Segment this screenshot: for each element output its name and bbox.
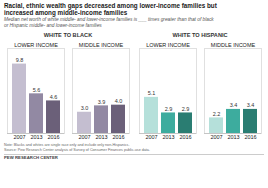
svg-text:LOWER INCOME: LOWER INCOME <box>14 42 58 48</box>
svg-text:2016: 2016 <box>47 134 59 140</box>
svg-text:2013: 2013 <box>162 134 174 140</box>
svg-text:3.9: 3.9 <box>98 99 106 105</box>
svg-text:2.9: 2.9 <box>165 106 173 112</box>
html-text:Note: Blacks and whites are si: Note: Blacks and whites are single race … <box>4 143 150 152</box>
svg-text:3.4: 3.4 <box>247 103 255 109</box>
svg-text:2016: 2016 <box>244 134 256 140</box>
svg-text:3.4: 3.4 <box>230 103 238 109</box>
html-text:WHITE TO HISPANIC: WHITE TO HISPANIC <box>172 31 228 38</box>
svg-text:9.8: 9.8 <box>16 57 24 63</box>
svg-text:2007: 2007 <box>78 134 90 140</box>
svg-text:5.1: 5.1 <box>148 90 156 96</box>
svg-text:2007: 2007 <box>210 134 222 140</box>
svg-text:4.0: 4.0 <box>115 98 123 104</box>
svg-text:2007: 2007 <box>13 134 25 140</box>
svg-text:MIDDLE INCOME: MIDDLE INCOME <box>79 42 124 48</box>
svg-text:2013: 2013 <box>30 134 42 140</box>
html-text:Racial, ethnic wealth gaps dec: Racial, ethnic wealth gaps decreased amo… <box>4 2 217 17</box>
svg-text:MIDDLE INCOME: MIDDLE INCOME <box>211 42 256 48</box>
svg-text:LOWER INCOME: LOWER INCOME <box>146 42 190 48</box>
svg-text:5.6: 5.6 <box>33 87 41 93</box>
svg-text:2013: 2013 <box>95 134 107 140</box>
svg-text:2.9: 2.9 <box>182 106 190 112</box>
svg-text:2013: 2013 <box>227 134 239 140</box>
svg-text:2007: 2007 <box>145 134 157 140</box>
svg-text:2016: 2016 <box>179 134 191 140</box>
svg-text:2.2: 2.2 <box>213 111 221 117</box>
svg-text:3.0: 3.0 <box>81 105 89 111</box>
svg-text:4.6: 4.6 <box>50 94 58 100</box>
svg-text:2016: 2016 <box>112 134 124 140</box>
html-text:Median net worth of white midd: Median net worth of white middle- and lo… <box>4 17 214 28</box>
html-text:WHITE TO BLACK: WHITE TO BLACK <box>43 31 93 38</box>
html-text:PEW RESEARCH CENTER: PEW RESEARCH CENTER <box>4 154 58 160</box>
